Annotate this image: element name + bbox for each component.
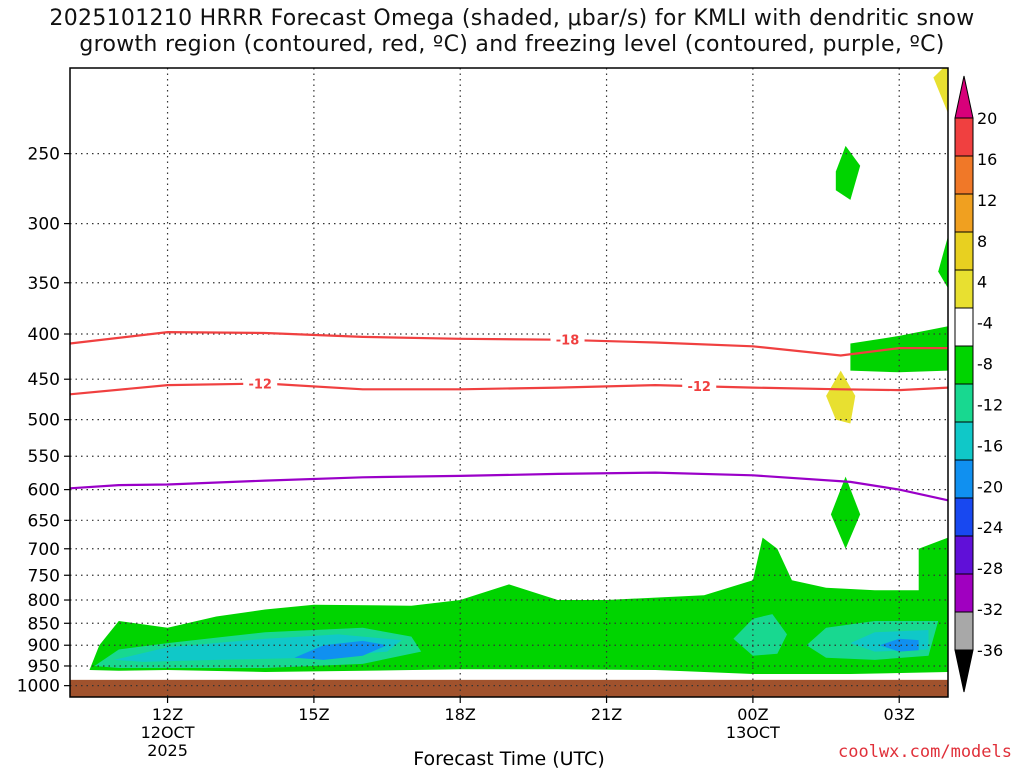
plot-frame <box>69 67 949 698</box>
colorbar-label-13: -36 <box>977 641 1003 660</box>
omega-region-11 <box>879 638 919 652</box>
omega-region-12 <box>826 370 856 424</box>
colorbar-label-5: -4 <box>977 314 993 333</box>
colorbar-label-11: -28 <box>977 559 1003 578</box>
y-tick-label-700: 700 <box>28 540 60 560</box>
contour-0 <box>69 330 948 357</box>
colorbar-top-triangle <box>954 75 974 119</box>
colorbar-bottom-triangle <box>954 649 974 693</box>
omega-shading-layer <box>89 68 948 674</box>
colorbar-seg-1 <box>954 155 974 195</box>
title-line-2: growth region (contoured, red, ºC) and f… <box>79 32 945 57</box>
colorbar-seg-13 <box>954 611 974 651</box>
x-tick-label-4-1: 13OCT <box>726 723 780 742</box>
grid-layer <box>70 68 948 697</box>
contour-label-bg-2 <box>682 377 717 394</box>
y-tick-label-350: 350 <box>28 274 60 294</box>
y-tick-label-900: 900 <box>28 636 60 656</box>
ground-band <box>70 679 948 697</box>
colorbar-label-3: 8 <box>977 232 987 251</box>
y-tick-label-400: 400 <box>28 325 60 345</box>
omega-region-2 <box>830 476 861 549</box>
y-tick-label-650: 650 <box>28 511 60 531</box>
colorbar-label-2: 12 <box>977 191 997 210</box>
omega-region-10 <box>294 640 388 660</box>
colorbar-seg-11 <box>954 535 974 575</box>
colorbar-seg-9 <box>954 459 974 499</box>
y-tick-label-950: 950 <box>28 657 60 677</box>
colorbar-seg-5 <box>954 307 974 347</box>
colorbar-seg-2 <box>954 193 974 233</box>
colorbar-seg-4 <box>954 269 974 309</box>
x-tick-label-3-0: 21Z <box>591 705 622 724</box>
colorbar-label-1: 16 <box>977 150 997 169</box>
contour-1 <box>69 382 949 396</box>
omega-region-1 <box>835 145 861 200</box>
chart-title: 2025101210 HRRR Forecast Omega (shaded, … <box>0 6 1024 58</box>
colorbar-seg-0 <box>954 117 974 157</box>
y-tick-label-500: 500 <box>28 411 60 431</box>
contour-label-1: -12 <box>248 377 272 392</box>
colorbar-label-8: -16 <box>977 436 1003 455</box>
colorbar-label-4: 4 <box>977 273 987 292</box>
colorbar: 20 16 12 8 4 -4 -8 -12 -16 -20 -24 -28 -32 -36 <box>954 75 1003 693</box>
x-tick-label-2-0: 18Z <box>445 705 476 724</box>
x-axis-title: Forecast Time (UTC) <box>413 748 604 768</box>
contour-2 <box>69 471 949 502</box>
colorbar-seg-12 <box>954 573 974 613</box>
y-tick-label-450: 450 <box>28 370 60 390</box>
colorbar-label-7: -12 <box>977 395 1003 414</box>
y-tick-label-800: 800 <box>28 591 60 611</box>
x-tick-label-0-1: 12OCT <box>141 723 195 742</box>
colorbar-label-10: -24 <box>977 518 1003 537</box>
colorbar-seg-7 <box>954 383 974 423</box>
contour-label-bg-1 <box>243 375 278 392</box>
colorbar-seg-10 <box>954 497 974 537</box>
colorbar-label-0: 20 <box>977 109 997 128</box>
x-tick-label-4-0: 00Z <box>737 705 768 724</box>
omega-region-13 <box>933 68 948 114</box>
y-tick-label-250: 250 <box>28 145 60 165</box>
x-tick-label-0-0: 12Z <box>152 705 183 724</box>
y-tick-label-750: 750 <box>28 566 60 586</box>
y-tick-label-600: 600 <box>28 481 60 501</box>
contour-layer: -18 -12 -12 <box>69 330 949 502</box>
contour-label-0: -18 <box>556 334 580 349</box>
colorbar-label-12: -32 <box>977 600 1003 619</box>
y-tick-label-1000: 1000 <box>17 677 60 697</box>
colorbar-label-6: -8 <box>977 355 993 374</box>
credit-text: coolwx.com/models <box>838 742 1012 762</box>
x-tick-label-5-0: 03Z <box>884 705 915 724</box>
contour-label-2: -12 <box>687 380 711 395</box>
y-tick-label-550: 550 <box>28 447 60 467</box>
y-tick-label-850: 850 <box>28 614 60 634</box>
y-tick-label-300: 300 <box>28 215 60 235</box>
x-tick-label-1-0: 15Z <box>298 705 329 724</box>
x-tick-label-0-2: 2025 <box>147 741 188 760</box>
contour-label-bg-0 <box>550 331 585 348</box>
title-line-1: 2025101210 HRRR Forecast Omega (shaded, … <box>49 6 975 31</box>
colorbar-label-9: -20 <box>977 477 1003 496</box>
y-axis: 2503003504004505005506006507007508008509… <box>17 145 70 697</box>
colorbar-seg-6 <box>954 345 974 385</box>
colorbar-seg-3 <box>954 231 974 271</box>
omega-region-4 <box>938 236 948 289</box>
colorbar-seg-8 <box>954 421 974 461</box>
